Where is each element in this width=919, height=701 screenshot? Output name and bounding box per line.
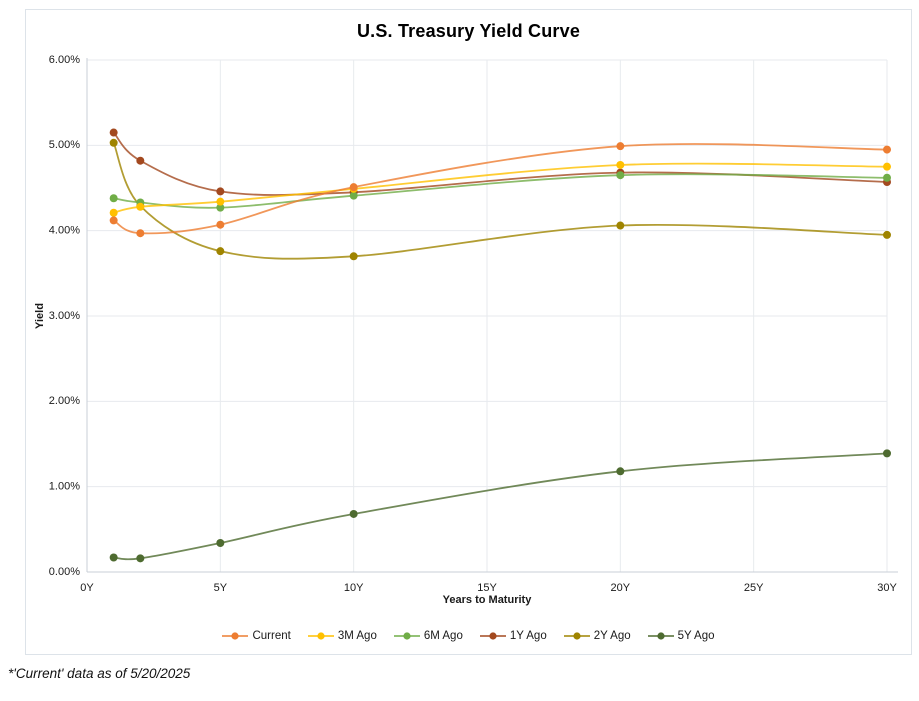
data-point-1y-ago [109,128,118,137]
legend-item-3m-ago: 3M Ago [307,630,377,642]
data-point-current [136,229,145,238]
y-tick-label: 1.00% [49,481,80,493]
data-point-6m-ago [616,171,625,180]
y-axis-title: Yield [34,303,46,329]
data-point-6m-ago [883,173,891,182]
series-line-6m-ago [113,173,888,209]
data-point-3m-ago [109,208,118,217]
series-line-5y-ago [113,452,888,561]
series-line-3m-ago [113,162,888,214]
data-point-current [109,216,118,225]
y-tick-label: 4.00% [49,225,80,237]
legend: Current 3M Ago 6M Ago 1Y Ago 2Y Ago 5Y Ago [26,630,911,642]
data-point-current [349,183,358,192]
legend-marker-icon [647,632,674,640]
legend-item-5y-ago: 5Y Ago [647,630,715,642]
data-point-5y-ago [349,509,358,518]
data-point-5y-ago [616,467,625,476]
legend-label: 3M Ago [337,630,377,642]
y-tick-label: 2.00% [49,395,80,407]
y-tick-label: 5.00% [49,139,80,151]
chart-panel: U.S. Treasury Yield Curve 0.00% 1.00% 2.00… [25,9,912,655]
x-tick-label: 25Y [744,582,764,594]
legend-label: 2Y Ago [593,630,631,642]
data-point-6m-ago [349,191,358,200]
data-point-2y-ago [109,138,118,147]
data-point-6m-ago [216,203,225,212]
x-tick-label: 30Y [877,582,897,594]
legend-marker-icon [307,632,334,640]
data-point-current [216,220,225,229]
legend-label: Current [252,630,291,642]
legend-label: 6M Ago [423,630,463,642]
data-point-5y-ago [136,554,145,563]
x-tick-label: 10Y [344,582,364,594]
data-point-1y-ago [216,187,225,196]
x-tick-label: 20Y [611,582,631,594]
legend-marker-icon [563,632,590,640]
data-point-2y-ago [883,230,891,239]
legend-item-6m-ago: 6M Ago [393,630,463,642]
y-tick-label: 0.00% [49,566,80,578]
data-point-2y-ago [616,221,625,230]
chart-title: U.S. Treasury Yield Curve [356,21,581,41]
legend-marker-icon [479,632,506,640]
data-point-3m-ago [616,160,625,169]
legend-marker-icon [222,632,249,640]
legend-label: 5Y Ago [677,630,715,642]
data-point-3m-ago [136,202,145,211]
x-tick-label: 0Y [80,582,94,594]
plot-area: 0.00% 1.00% 2.00% 3.00% 4.00% 5.00% 6.00% 0Y 5Y 1… [49,54,898,594]
x-tick-label: 5Y [214,582,228,594]
y-tick-label: 6.00% [49,54,80,66]
series-line-current [113,143,888,235]
legend-item-current: Current [222,630,291,642]
y-tick-label: 3.00% [49,310,80,322]
legend-item-1y-ago: 1Y Ago [479,630,547,642]
legend-item-2y-ago: 2Y Ago [563,630,631,642]
legend-label: 1Y Ago [509,630,547,642]
data-point-3m-ago [216,197,225,206]
footnote: *'Current' data as of 5/20/2025 [8,666,191,681]
data-point-current [616,142,625,151]
x-axis-title: Years to Maturity [442,594,532,606]
data-point-5y-ago [109,553,118,562]
data-point-1y-ago [136,156,145,165]
data-point-2y-ago [216,247,225,256]
data-point-6m-ago [109,194,118,203]
data-point-current [883,145,891,154]
x-tick-label: 15Y [477,582,497,594]
legend-marker-icon [393,632,420,640]
data-point-5y-ago [216,538,225,547]
data-point-3m-ago [883,162,891,171]
data-point-2y-ago [349,252,358,261]
data-point-5y-ago [883,449,891,458]
